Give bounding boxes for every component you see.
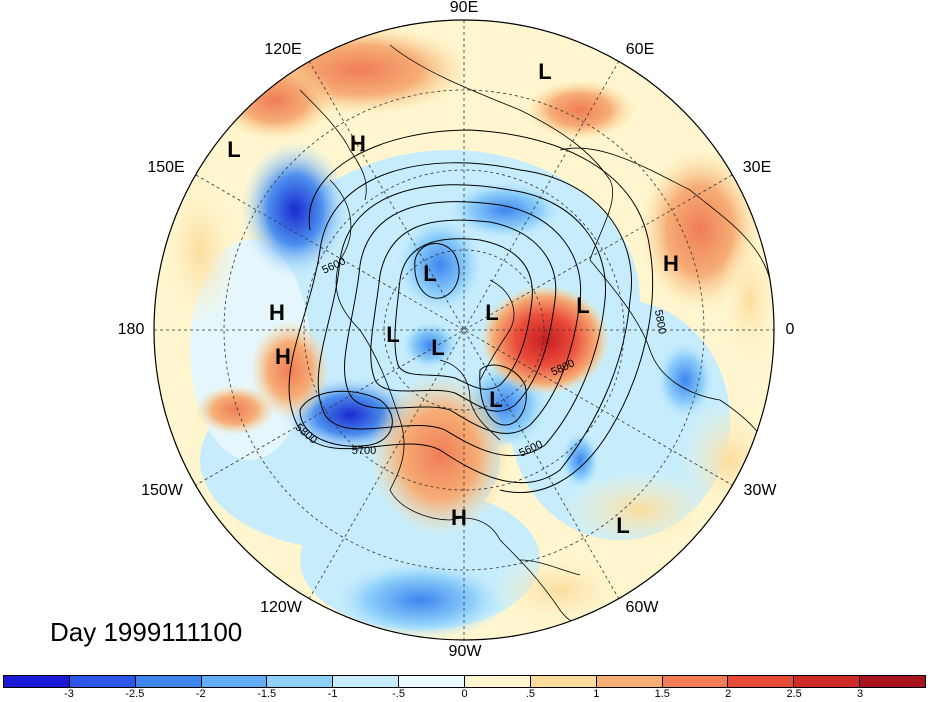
low-center: L <box>227 137 241 162</box>
colorbar-segment <box>596 676 663 687</box>
colorbar-segment <box>860 676 926 687</box>
map-boundary <box>153 19 775 641</box>
lon-label-30w: 30W <box>743 482 777 499</box>
low-center: L <box>538 59 552 84</box>
colorbar-segment <box>201 676 268 687</box>
colorbar-segment <box>135 676 202 687</box>
colorbar-tick-label: 2 <box>725 688 732 700</box>
graticule <box>154 20 774 640</box>
height-contours <box>288 129 654 493</box>
low-center: L <box>576 293 590 318</box>
colorbar-tick-label: 3 <box>857 688 864 700</box>
low-center: L <box>423 261 437 286</box>
lon-label-180: 180 <box>117 321 145 338</box>
colorbar-segment <box>333 676 400 687</box>
colorbar-segment <box>267 676 334 687</box>
colorbar-segment <box>662 676 729 687</box>
low-center: L <box>431 335 445 360</box>
low-center: L <box>386 322 400 347</box>
colorbar-segment <box>399 676 466 687</box>
colorbar <box>3 675 926 688</box>
colorbar-tick-label: 1 <box>593 688 600 700</box>
lon-label-60w: 60W <box>625 599 659 616</box>
lon-label-120e: 120E <box>264 41 302 58</box>
colorbar-tick-label: -2 <box>195 688 206 700</box>
high-center: H <box>275 344 291 369</box>
date-title: Day 1999111100 <box>50 617 243 647</box>
colorbar-segment <box>4 676 70 687</box>
high-center: H <box>269 300 285 325</box>
low-center: L <box>485 300 499 325</box>
contour-label: 5700 <box>351 445 377 457</box>
colorbar-tick-label: -1.5 <box>257 688 277 700</box>
colorbar-segment <box>530 676 597 687</box>
high-center: H <box>663 251 679 276</box>
high-center: H <box>451 505 467 530</box>
colorbar-tick-label: -2.5 <box>125 688 145 700</box>
colorbar-tick-label: -3 <box>64 688 74 700</box>
colorbar-segment <box>794 676 861 687</box>
lon-label-120w: 120W <box>260 599 302 616</box>
colorbar-tick-label: 2.5 <box>786 688 802 700</box>
colorbar-tick-label: -1 <box>327 688 338 700</box>
colorbar-segment <box>69 676 136 687</box>
high-center: L <box>616 513 630 538</box>
colorbar-segment <box>465 676 531 687</box>
lon-label-0: 0 <box>785 321 795 338</box>
lon-label-150w: 150W <box>141 482 183 499</box>
colorbar-segment <box>728 676 795 687</box>
lon-label-90e: 90E <box>449 0 479 16</box>
low-center: L <box>489 387 503 412</box>
lon-label-30e: 30E <box>742 159 772 176</box>
colorbar-tick-label: .5 <box>525 688 536 700</box>
high-center: H <box>350 131 366 156</box>
colorbar-tick-label: 0 <box>461 688 468 700</box>
lon-label-60e: 60E <box>625 41 655 58</box>
lon-label-90w: 90W <box>448 643 482 660</box>
colorbar-tick-label: -.5 <box>392 688 405 700</box>
lon-label-150e: 150E <box>147 159 185 176</box>
colorbar-tick-label: 1.5 <box>654 688 670 700</box>
